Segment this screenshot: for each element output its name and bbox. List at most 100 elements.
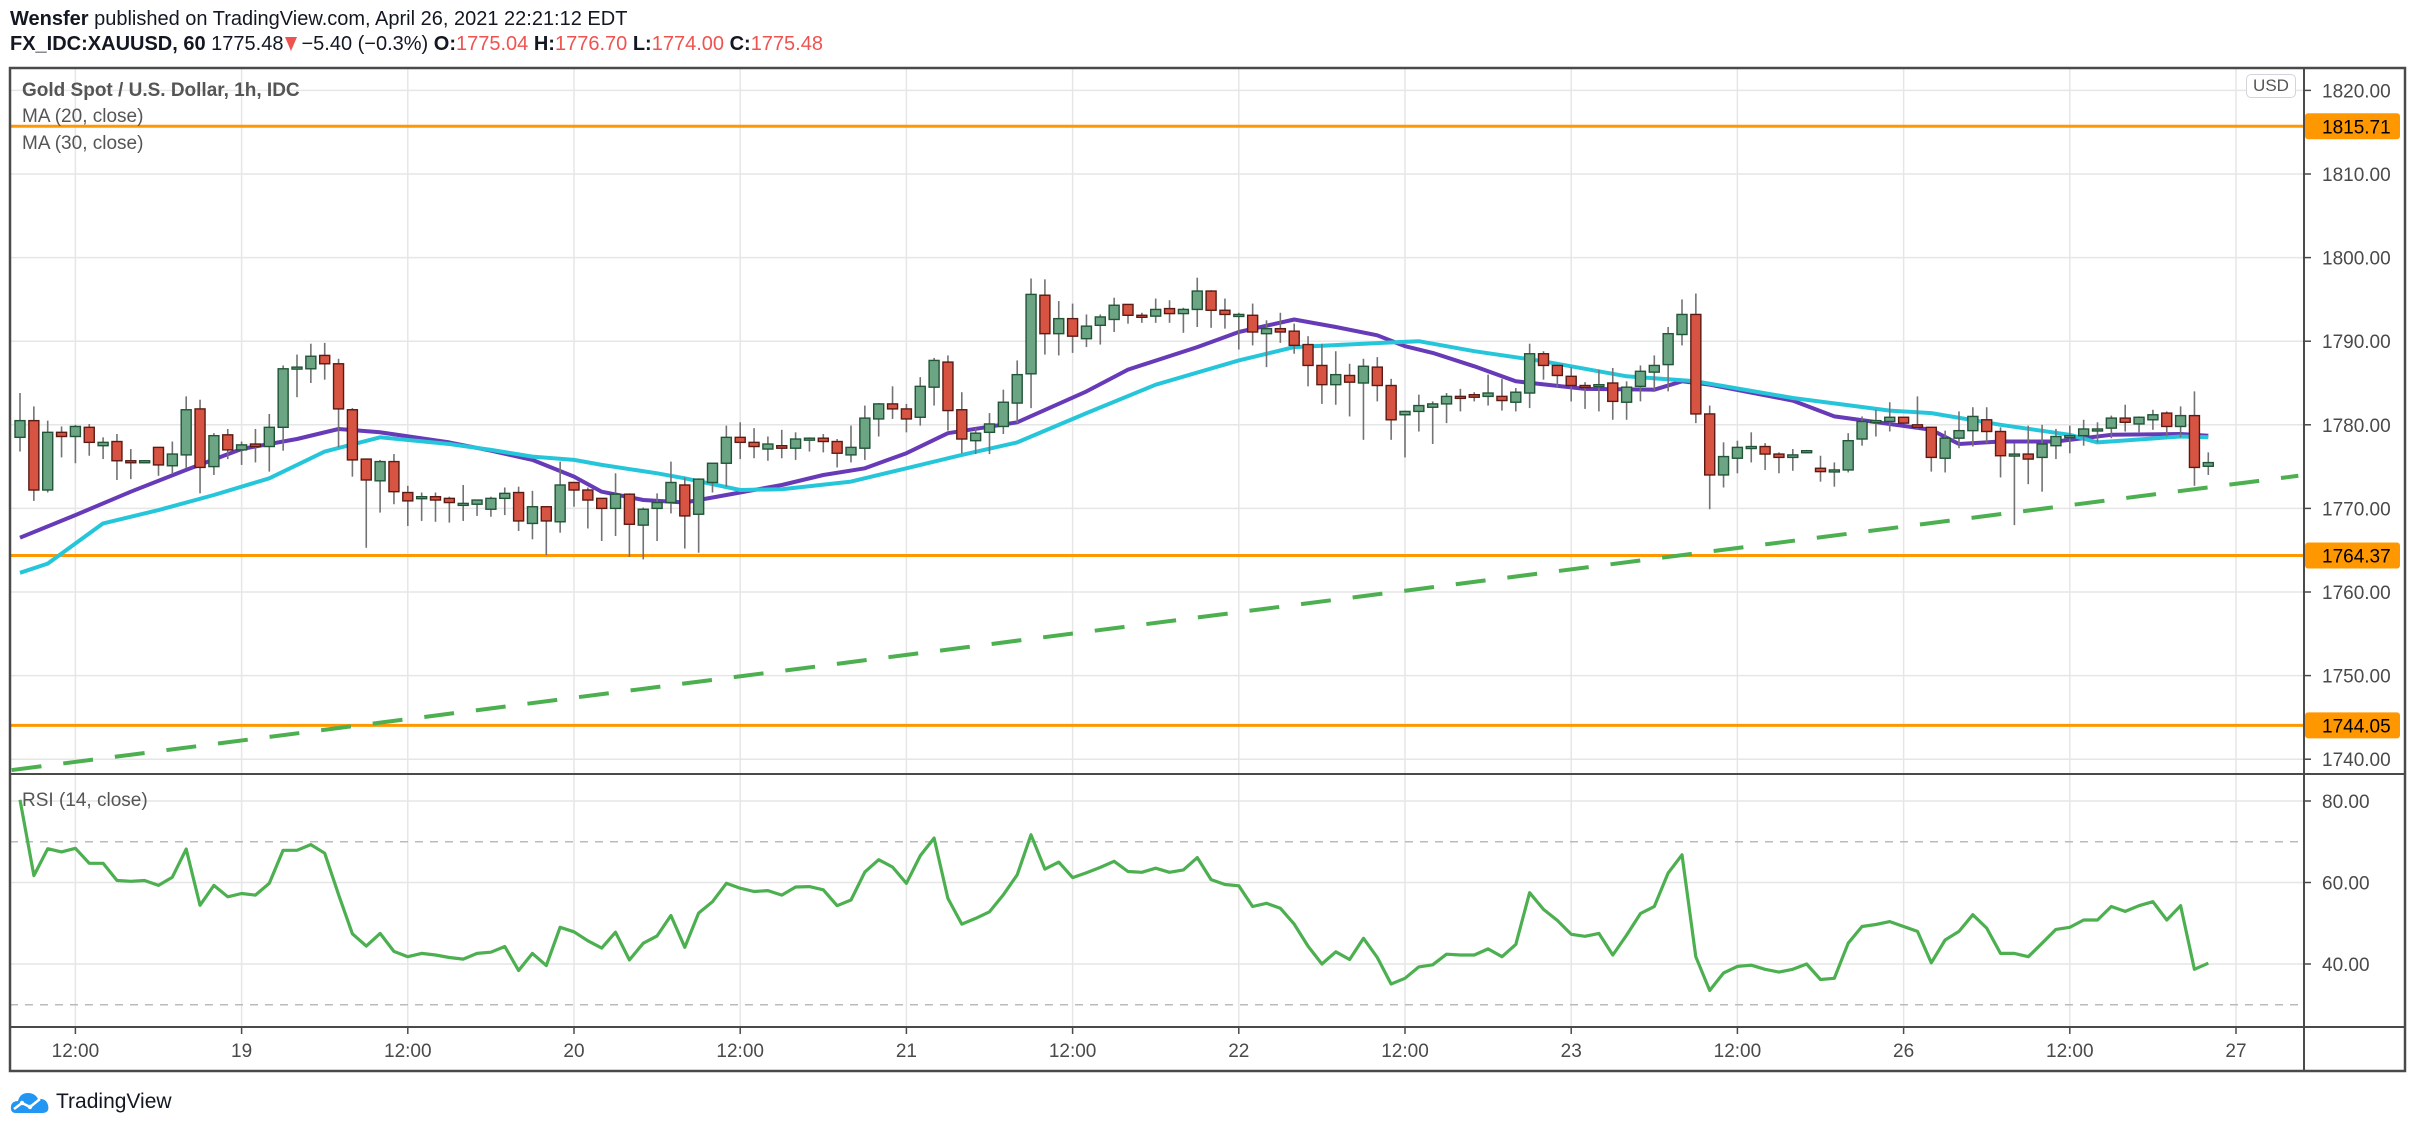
candle: [886, 386, 899, 419]
candle: [1565, 367, 1577, 402]
candle-body-down: [125, 460, 137, 464]
candle: [748, 428, 760, 459]
candle: [305, 343, 317, 383]
candle-body-up: [1842, 439, 1854, 471]
candle: [665, 461, 677, 514]
candle-body-down: [1122, 303, 1134, 316]
candle-body-down: [402, 491, 414, 502]
candle: [360, 458, 372, 548]
candle-body-down: [83, 426, 95, 444]
candle: [1884, 402, 1896, 432]
candle-body-up: [762, 443, 774, 450]
candle: [2119, 404, 2131, 432]
candle: [2077, 419, 2090, 446]
currency-button[interactable]: USD: [2246, 74, 2296, 98]
price-level-badge[interactable]: [2305, 712, 2400, 739]
time-tick-label: 12:00: [1381, 1041, 1429, 1062]
candle-body-up: [263, 426, 275, 448]
candle-body-down: [1703, 413, 1716, 476]
candle-body-down: [596, 497, 608, 510]
candle: [125, 449, 137, 480]
candle-body-down: [152, 446, 165, 466]
open-value: 1775.04: [456, 33, 529, 55]
moving-averages: [19, 317, 2209, 575]
candle: [249, 428, 262, 463]
candle: [942, 355, 954, 431]
candle-body-up: [1108, 304, 1120, 321]
candle: [1385, 378, 1397, 440]
candle: [1745, 432, 1757, 463]
candle: [1163, 300, 1176, 323]
candle-body-up: [845, 446, 857, 456]
candle: [499, 487, 511, 516]
dashed-trendline[interactable]: [11, 473, 2299, 773]
high-value: 1776.70: [554, 33, 628, 55]
candle: [1648, 355, 1661, 391]
candle-body-up: [1634, 370, 1647, 388]
series-legend-title[interactable]: Gold Spot / U.S. Dollar, 1h, IDC: [22, 80, 300, 101]
legend-ma30[interactable]: MA (30, close): [22, 133, 144, 154]
candle: [609, 473, 622, 536]
time-tick-label: 22: [1228, 1041, 1249, 1062]
candle: [485, 496, 497, 517]
candle-body-up: [69, 425, 82, 438]
candle: [1302, 336, 1314, 387]
candle-body-down: [2188, 414, 2201, 469]
candle: [1980, 407, 1993, 444]
author-name[interactable]: Wensfer: [10, 8, 89, 30]
candle: [2036, 424, 2048, 492]
candle: [1426, 401, 1439, 445]
price-level-badge[interactable]: [2305, 113, 2400, 140]
candle-body-down: [1385, 384, 1397, 421]
candle-body-up: [1426, 403, 1439, 408]
candle: [623, 493, 636, 557]
candle-body-up: [1025, 293, 1037, 375]
candle: [14, 393, 26, 452]
candle-body-up: [1884, 416, 1896, 423]
candle-body-up: [1191, 290, 1203, 311]
candle: [679, 477, 691, 549]
candle: [1136, 312, 1148, 323]
legend-ma20[interactable]: MA (20, close): [22, 106, 144, 127]
trendline[interactable]: [11, 473, 2299, 773]
candle: [1662, 326, 1674, 392]
candle-body-down: [360, 458, 372, 481]
candle-body-down: [429, 495, 442, 501]
candle: [845, 425, 857, 463]
candle-body-down: [1773, 453, 1785, 459]
candle: [873, 403, 885, 437]
candle: [1371, 357, 1384, 402]
candle: [1870, 409, 1882, 437]
candle: [2091, 422, 2104, 443]
candle-body-up: [2133, 416, 2145, 425]
candle-body-down: [1925, 426, 1938, 459]
candle: [1053, 301, 1065, 356]
candle: [55, 426, 68, 458]
candle-body-down: [1911, 424, 1924, 429]
price-tick-label: 1740.00: [2322, 750, 2391, 771]
candle-body-up: [637, 508, 649, 526]
candle: [1246, 303, 1259, 346]
price-tick-label: 1790.00: [2322, 332, 2391, 353]
price-tick-label: 1820.00: [2322, 81, 2391, 102]
candle-body-down: [1302, 343, 1314, 367]
candle-body-up: [1149, 308, 1162, 317]
horizontal-levels[interactable]: [10, 124, 2304, 727]
candle-body-down: [582, 489, 594, 501]
candle-body-up: [1094, 316, 1107, 327]
candle: [720, 425, 733, 487]
price-level-badge[interactable]: [2305, 542, 2400, 569]
candle-body-up: [1731, 446, 1744, 459]
footer-logo[interactable]: TradingView: [10, 1090, 172, 1114]
candle-body-down: [1537, 353, 1550, 367]
candle: [1994, 427, 2007, 478]
legend-rsi[interactable]: RSI (14, close): [22, 790, 148, 811]
price-change: −5.40 (−0.3%): [301, 33, 429, 55]
candle: [1094, 314, 1107, 345]
candle: [263, 413, 275, 472]
candle-body-up: [1593, 383, 1605, 388]
candle-body-down: [512, 491, 525, 522]
candle: [1523, 343, 1536, 409]
candle: [1482, 374, 1494, 406]
